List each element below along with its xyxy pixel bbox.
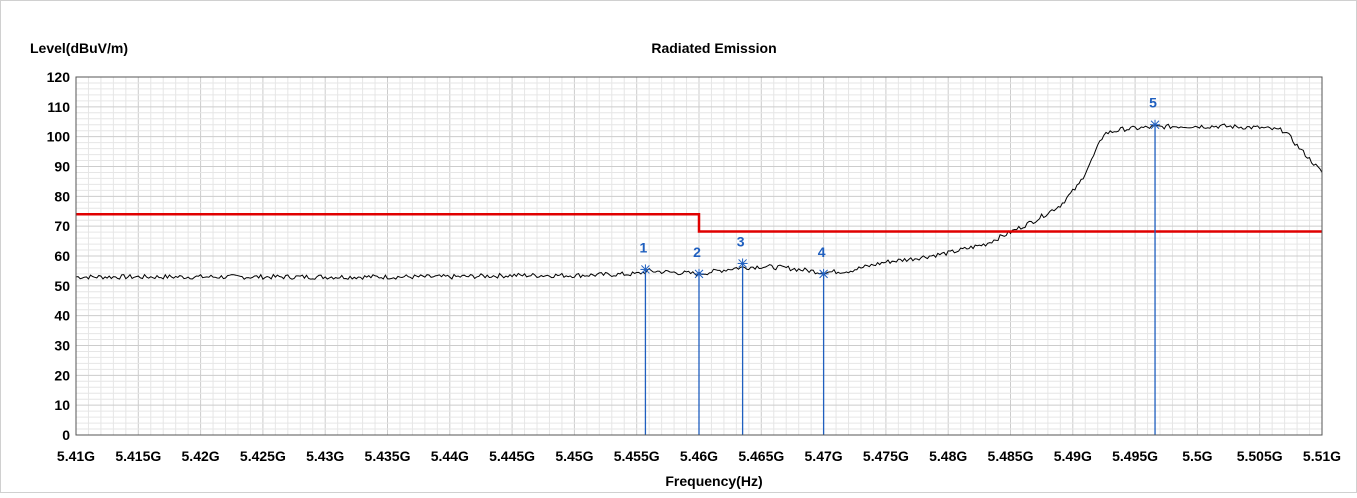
x-tick-label: 5.435G [365, 448, 411, 464]
x-tick-label: 5.48G [929, 448, 967, 464]
x-tick-label: 5.445G [489, 448, 535, 464]
plot-area-border [75, 76, 1323, 436]
y-tick-label: 70 [54, 218, 70, 234]
y-tick-label: 60 [54, 248, 70, 264]
y-tick-label: 20 [54, 367, 70, 383]
y-tick-label: 90 [54, 159, 70, 175]
y-tick-label: 120 [47, 69, 71, 85]
x-tick-label: 5.51G [1303, 448, 1341, 464]
y-tick-label: 30 [54, 338, 70, 354]
marker-1-label: 1 [640, 239, 648, 255]
x-tick-label: 5.49G [1054, 448, 1092, 464]
x-tick-label: 5.5G [1182, 448, 1212, 464]
marker-1-point [640, 264, 651, 275]
x-tick-label: 5.505G [1237, 448, 1283, 464]
y-axis-label: Level(dBuV/m) [30, 40, 128, 56]
x-tick-label: 5.41G [57, 448, 95, 464]
chart-title: Radiated Emission [651, 40, 776, 56]
markers: 1 2 3 4 5 [640, 95, 1161, 435]
x-axis-ticks: 5.41G 5.415G 5.42G 5.425G 5.43G 5.435G 5.44G 5.… [57, 448, 1341, 464]
x-tick-label: 5.415G [115, 448, 161, 464]
marker-2-point [694, 268, 704, 279]
x-tick-label: 5.455G [614, 448, 660, 464]
x-tick-label: 5.43G [306, 448, 344, 464]
y-tick-label: 100 [47, 129, 71, 145]
marker-4-point [818, 268, 829, 279]
x-tick-label: 5.42G [182, 448, 220, 464]
y-axis-ticks: 0 10 20 30 40 50 60 70 80 90 100 110 120 [47, 69, 71, 443]
x-tick-label: 5.475G [863, 448, 909, 464]
marker-5-label: 5 [1149, 95, 1157, 111]
marker-3-label: 3 [737, 233, 745, 249]
y-tick-label: 50 [54, 278, 70, 294]
y-tick-label: 40 [54, 308, 70, 324]
x-tick-label: 5.45G [555, 448, 593, 464]
marker-3-point [737, 258, 748, 269]
y-tick-label: 80 [54, 188, 70, 204]
limit-line [76, 212, 1322, 233]
marker-2-label: 2 [693, 244, 701, 260]
y-tick-label: 110 [47, 99, 70, 115]
x-tick-label: 5.425G [240, 448, 286, 464]
y-tick-label: 0 [62, 427, 70, 443]
x-tick-label: 5.465G [738, 448, 784, 464]
x-tick-label: 5.44G [431, 448, 469, 464]
x-tick-label: 5.46G [680, 448, 718, 464]
x-tick-label: 5.485G [988, 448, 1034, 464]
x-axis-label: Frequency(Hz) [665, 473, 762, 489]
x-tick-label: 5.495G [1112, 448, 1158, 464]
y-tick-label: 10 [54, 397, 70, 413]
x-tick-label: 5.47G [805, 448, 843, 464]
marker-5-point [1150, 119, 1161, 130]
marker-4-label: 4 [818, 244, 826, 260]
